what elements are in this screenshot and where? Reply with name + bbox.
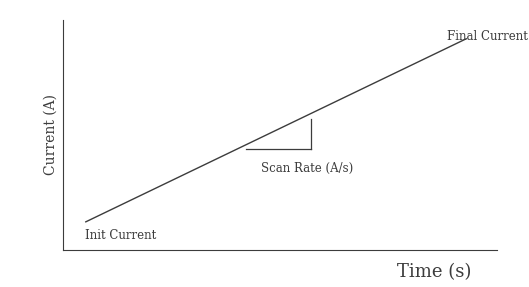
Text: Time (s): Time (s)	[397, 263, 471, 281]
Y-axis label: Current (A): Current (A)	[44, 94, 58, 175]
Text: Init Current: Init Current	[85, 229, 157, 242]
Text: Scan Rate (A/s): Scan Rate (A/s)	[261, 162, 353, 175]
Text: Final Current: Final Current	[448, 30, 528, 43]
